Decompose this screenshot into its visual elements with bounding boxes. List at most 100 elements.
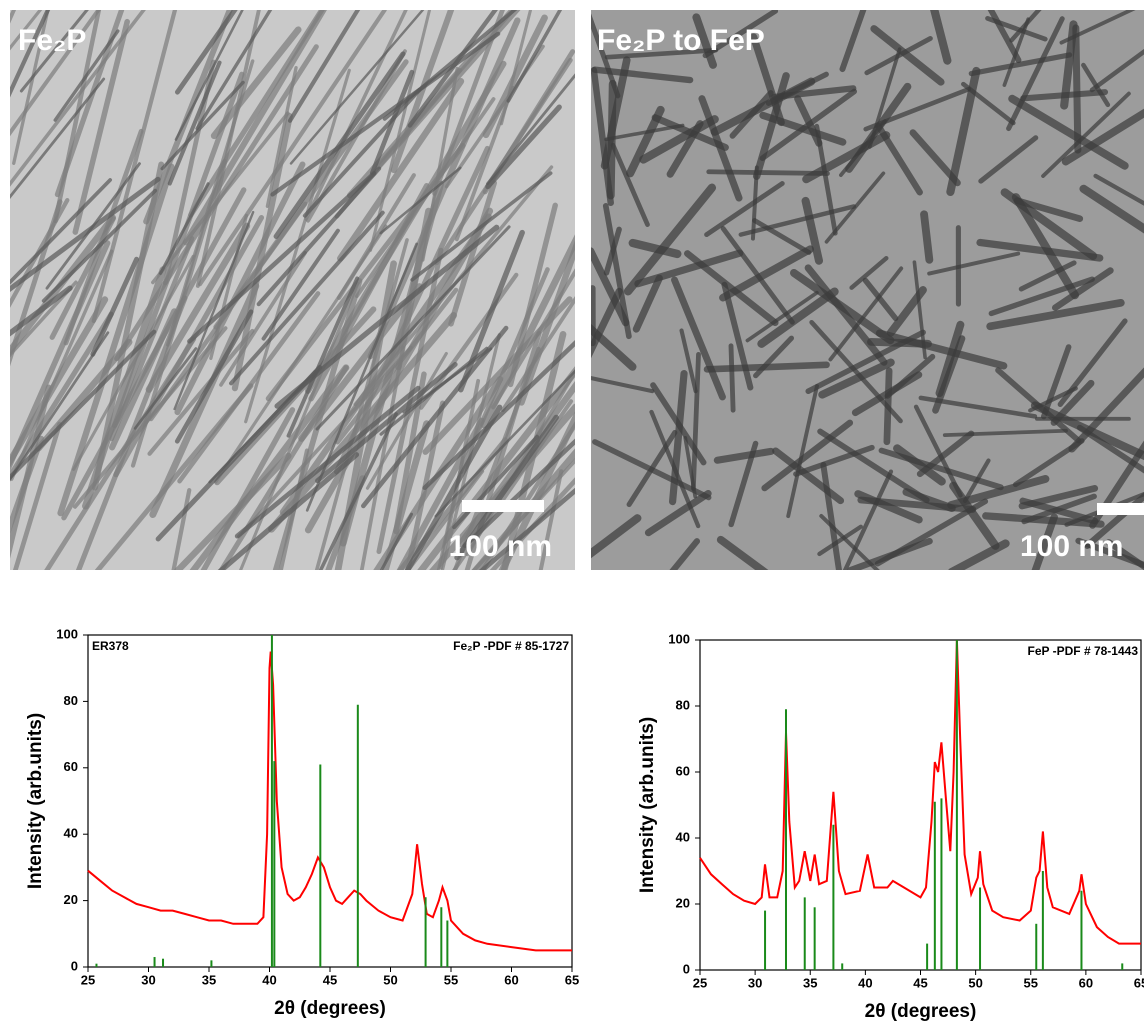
rod [10,10,51,98]
rod [1093,173,1144,206]
rod [669,538,701,570]
rod [12,10,50,165]
rod [182,10,327,246]
rod [173,210,255,411]
rod [10,329,157,481]
rod [875,329,1008,370]
scale-bar [462,500,544,512]
xrd-curve [699,639,1141,945]
rod [189,364,350,570]
rod [10,77,106,199]
y-tick-label: 60 [676,763,690,778]
rod [702,10,779,59]
rod [506,10,563,103]
rod [818,358,895,399]
rod [91,10,178,324]
rod [195,10,273,131]
rod [174,309,254,444]
x-tick-label: 30 [748,975,762,990]
rod [669,370,688,506]
rod [500,295,575,412]
rod [53,29,120,122]
rod [591,323,637,371]
rod [849,255,889,290]
rod [365,351,448,490]
rod [57,163,175,517]
rod [1006,16,1065,132]
rod [713,447,775,464]
rod [976,238,1104,262]
x-tick-label: 50 [383,972,397,987]
x-tick-label: 35 [803,975,817,990]
x-tick-label: 50 [968,975,982,990]
rod [985,15,1048,42]
rod [932,335,966,414]
rod [452,399,574,570]
y-axis-label: Intensity (arb.units) [637,717,658,893]
rod [217,452,360,570]
rod [786,384,819,519]
rod [1031,513,1058,570]
rod [219,251,307,387]
rod [54,10,125,198]
rod [801,196,824,265]
rod [883,367,893,446]
rod [920,210,934,264]
rod [886,286,927,337]
rod [265,65,298,208]
rod [405,469,485,570]
rod [10,280,78,358]
rod [623,183,717,296]
x-tick-label: 65 [1134,975,1144,990]
rod [602,203,632,340]
y-tick-label: 40 [64,826,78,841]
rod [407,10,498,128]
rod [804,264,888,366]
rod [1019,497,1099,525]
rod [10,384,52,559]
rod [1084,492,1144,549]
rod [632,274,663,333]
image-background [591,10,1144,570]
rod [10,10,43,51]
rod [171,488,192,570]
rod [1079,184,1144,234]
rod [916,430,975,478]
rod [1002,17,1031,87]
rod [759,88,858,162]
rod [987,10,1022,64]
rod [478,487,575,570]
x-tick-label: 25 [693,975,707,990]
rod [978,135,1039,184]
rod [209,213,249,360]
rod [231,113,293,392]
rod [422,339,575,491]
rod [968,52,1073,77]
rod [719,245,815,302]
x-tick-label: 45 [913,975,927,990]
rod [379,166,462,235]
rod [41,188,158,303]
rod [314,238,409,570]
rod [485,104,562,190]
rod [1020,89,1109,102]
y-tick-label: 100 [668,631,690,646]
y-tick-label: 0 [683,961,690,976]
rod [698,95,743,202]
scale-bar-label: 100 nm [1020,530,1123,563]
x-tick-label: 45 [323,972,337,987]
legend-entry: Fe₂P -PDF # 85-1727 [453,639,569,653]
y-tick-label: 80 [676,697,690,712]
rod [604,123,685,142]
tem-image [10,10,575,570]
rod [805,329,926,395]
rod [704,181,785,238]
rod [12,421,62,570]
rod [828,266,904,362]
rod [361,325,509,509]
rod [847,537,933,570]
rod [690,351,701,491]
rod [988,276,1095,317]
rod [187,171,377,344]
y-tick-label: 20 [64,892,78,907]
